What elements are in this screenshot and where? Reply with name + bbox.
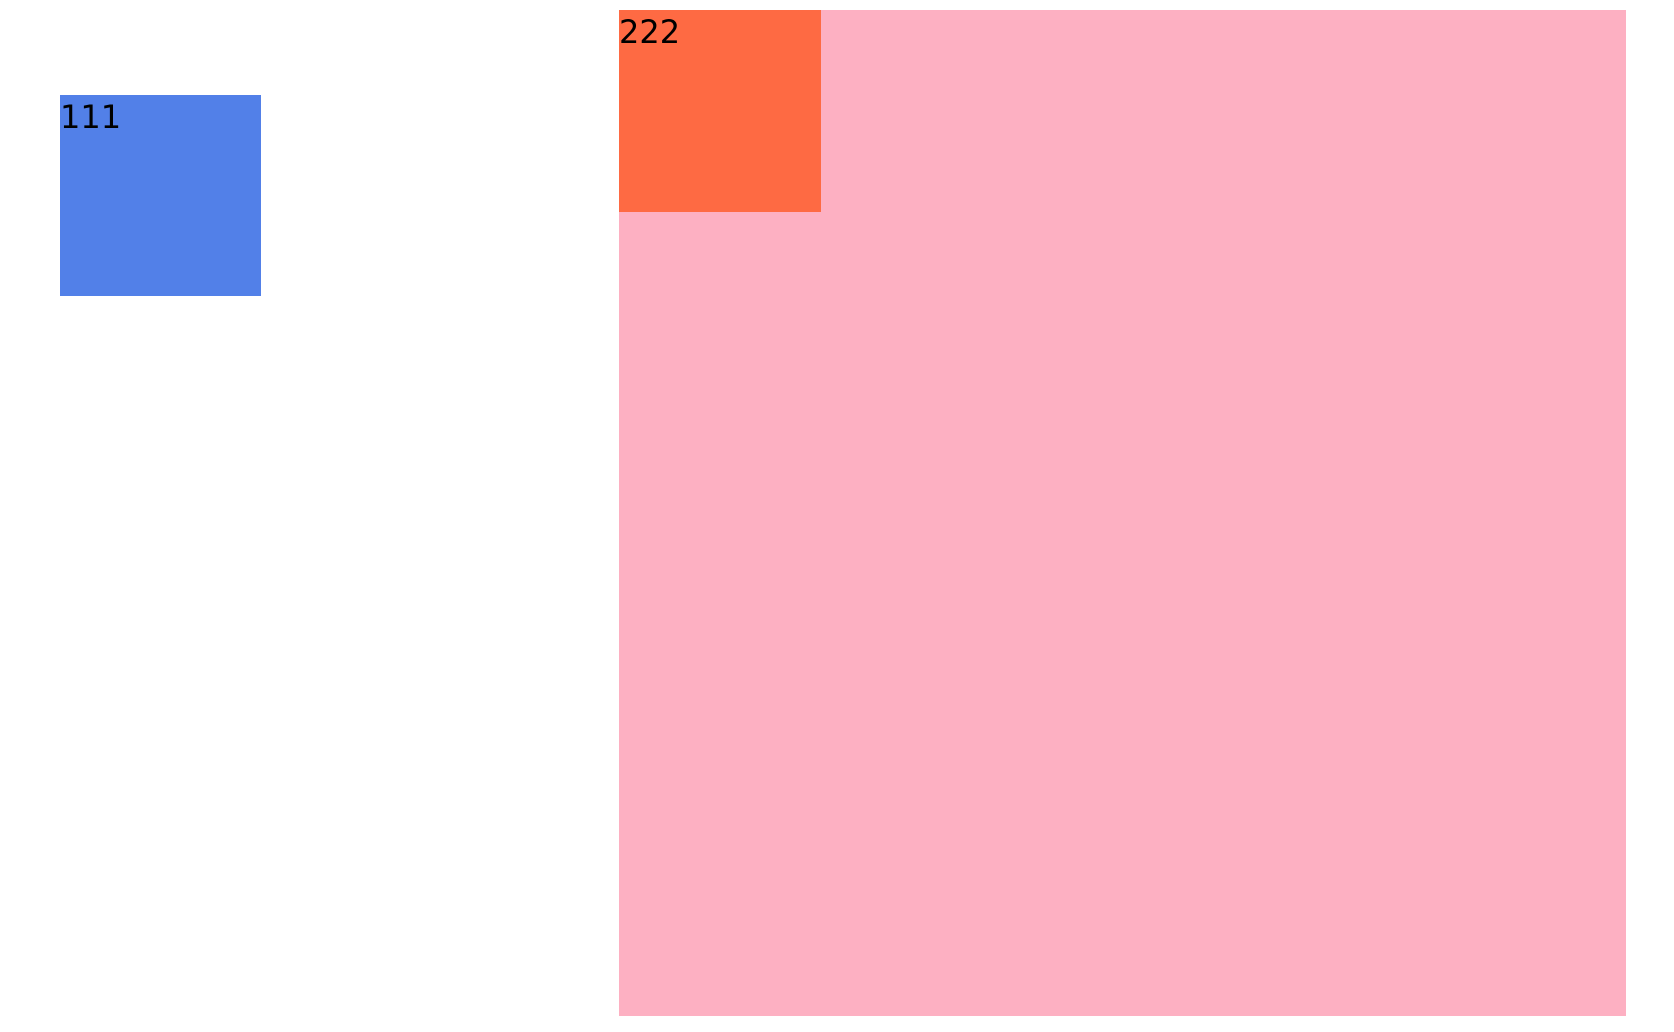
blue-box: 111 (60, 95, 261, 296)
orange-box-label: 222 (619, 13, 681, 51)
orange-box: 222 (619, 10, 821, 212)
pink-container-box: 222 (619, 10, 1626, 1016)
blue-box-label: 111 (60, 98, 122, 136)
